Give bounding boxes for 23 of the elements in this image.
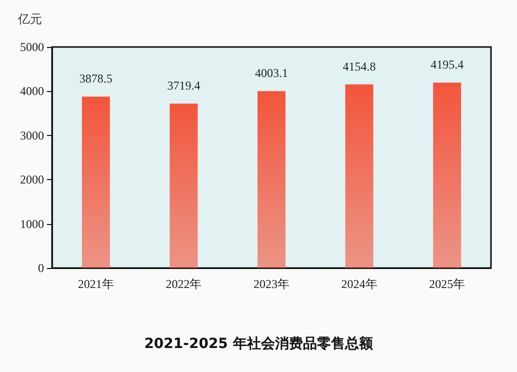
bar: [433, 82, 462, 268]
text: 2021-2025 年社会消费品零售总额: [144, 335, 374, 352]
y-tick-label: 0: [38, 261, 44, 275]
x-tick-label: 2022年: [166, 277, 202, 291]
y-tick-label: 5000: [20, 40, 44, 54]
data-label: 4195.4: [430, 58, 464, 72]
x-tick-label: 2021年: [78, 277, 114, 291]
data-label: 3878.5: [79, 72, 112, 86]
x-tick-label: 2025年: [429, 277, 466, 291]
bar: [345, 84, 374, 268]
y-tick-label: 2000: [20, 172, 44, 187]
data-label: 4003.1: [255, 66, 288, 80]
y-tick-label: 3000: [20, 128, 44, 142]
y-axis-title: 亿元: [17, 12, 42, 26]
bar: [82, 96, 110, 268]
data-label: 4154.8: [342, 59, 376, 74]
y-tick-label: 1000: [20, 216, 44, 231]
y-tick-label: 4000: [20, 84, 44, 98]
bar: [258, 91, 286, 268]
bar: [170, 104, 198, 268]
x-tick-label: 2024年: [341, 277, 378, 291]
x-tick-label: 2023年: [254, 277, 290, 291]
data-label: 3719.4: [167, 78, 200, 93]
